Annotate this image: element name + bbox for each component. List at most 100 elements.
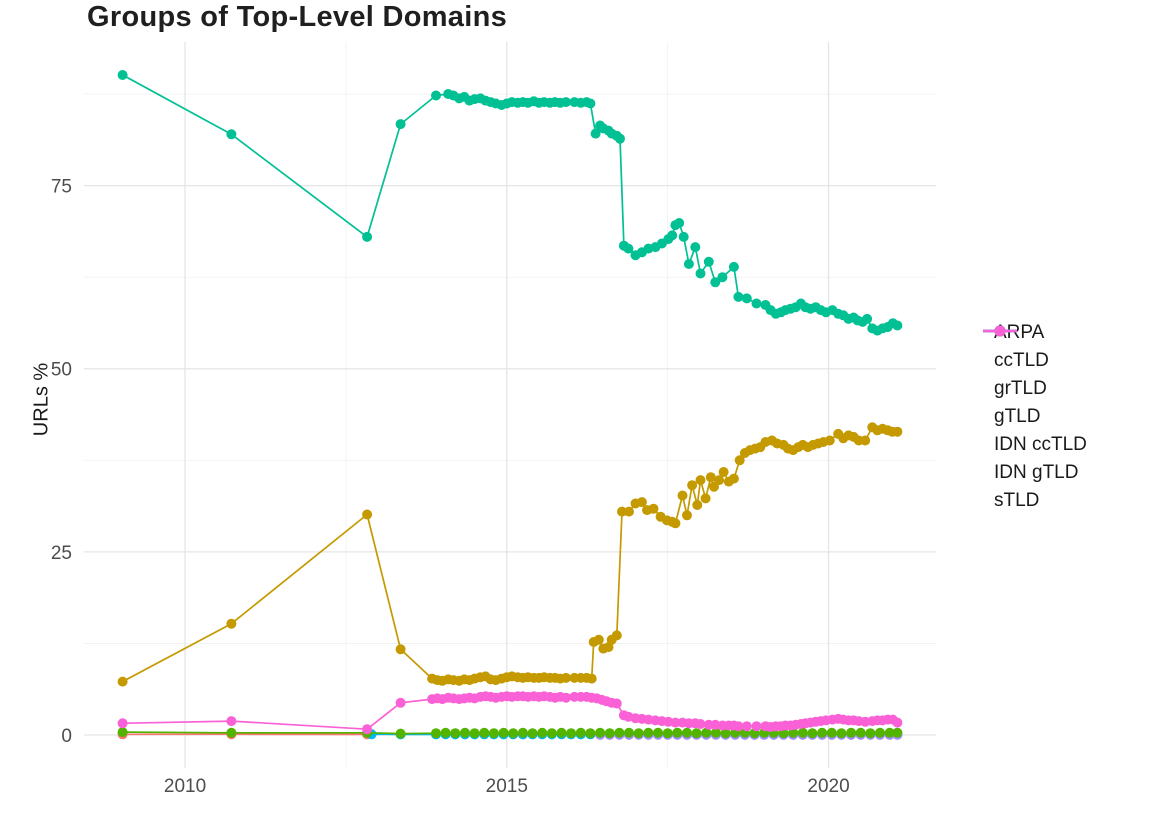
data-point-sTLD	[611, 698, 622, 709]
data-point-grTLD	[672, 727, 683, 738]
data-point-grTLD	[566, 728, 577, 739]
legend: ARPA ccTLD grTLD gTLD IDN ccTLD IDN gTLD sTLD	[982, 321, 1087, 511]
data-point-ccTLD	[705, 472, 716, 483]
legend-label: ccTLD	[994, 349, 1049, 371]
data-point-grTLD	[691, 728, 702, 739]
data-point-ccTLD	[561, 672, 571, 683]
data-point-gTLD	[892, 320, 903, 331]
data-point-grTLD	[395, 728, 406, 739]
data-point-ccTLD	[734, 455, 745, 466]
data-point-grTLD	[633, 728, 644, 739]
data-point-sTLD	[695, 719, 706, 729]
data-point-grTLD	[585, 728, 596, 739]
data-point-grTLD	[817, 727, 828, 738]
data-point-gTLD	[623, 243, 634, 254]
data-point-grTLD	[546, 728, 557, 739]
data-point-sTLD	[362, 724, 373, 735]
data-point-gTLD	[751, 298, 762, 309]
data-point-ccTLD	[695, 475, 706, 486]
data-point-sTLD	[117, 718, 128, 729]
data-point-grTLD	[479, 727, 490, 738]
data-point-sTLD	[670, 717, 681, 728]
data-point-gTLD	[733, 291, 744, 302]
data-point-gTLD	[590, 128, 601, 139]
data-point-gTLD	[226, 129, 237, 140]
data-point-grTLD	[469, 728, 480, 739]
data-point-grTLD	[836, 728, 847, 739]
data-point-ccTLD	[670, 518, 681, 529]
y-tick-label: 75	[51, 177, 72, 198]
data-point-ccTLD	[824, 435, 835, 446]
data-point-grTLD	[865, 728, 876, 739]
data-point-gTLD	[585, 98, 596, 109]
data-point-grTLD	[488, 728, 499, 739]
data-point-gTLD	[395, 119, 406, 130]
data-point-ccTLD	[395, 644, 406, 655]
data-point-grTLD	[575, 727, 586, 738]
data-point-ccTLD	[611, 630, 622, 641]
data-point-grTLD	[662, 728, 673, 739]
data-point-grTLD	[884, 727, 895, 738]
data-point-gTLD	[710, 277, 721, 288]
data-point-grTLD	[431, 728, 441, 739]
data-point-ccTLD	[648, 503, 659, 514]
data-point-sTLD	[741, 721, 752, 732]
legend-label: ARPA	[994, 321, 1045, 343]
legend-key-icon	[983, 325, 1017, 337]
data-point-grTLD	[450, 728, 461, 739]
data-point-gTLD	[561, 97, 571, 108]
data-point-ccTLD	[593, 634, 604, 645]
legend-label: sTLD	[994, 489, 1040, 511]
data-point-gTLD	[862, 313, 873, 324]
legend-item-IDN-ccTLD: IDN ccTLD	[982, 325, 1087, 455]
data-point-grTLD	[537, 727, 548, 738]
data-point-ccTLD	[677, 490, 688, 501]
data-point-grTLD	[117, 727, 128, 738]
data-point-ccTLD	[892, 426, 903, 437]
legend-item-sTLD: sTLD	[982, 325, 1087, 511]
data-point-grTLD	[826, 727, 837, 738]
data-point-grTLD	[682, 727, 692, 738]
data-point-grTLD	[846, 727, 857, 738]
data-point-gTLD	[678, 231, 689, 242]
x-tick-label: 2020	[807, 776, 849, 797]
data-point-grTLD	[527, 728, 538, 739]
x-tick-label: 2010	[164, 776, 206, 797]
data-point-ccTLD	[682, 510, 692, 521]
data-point-ccTLD	[687, 480, 698, 491]
data-point-sTLD	[395, 697, 406, 708]
data-point-grTLD	[226, 727, 237, 738]
data-point-ccTLD	[226, 618, 237, 629]
data-point-grTLD	[604, 728, 615, 739]
data-point-sTLD	[751, 721, 762, 732]
legend-label: grTLD	[994, 377, 1047, 399]
data-point-ccTLD	[714, 475, 725, 486]
legend-item-grTLD: grTLD	[982, 325, 1087, 399]
data-point-ccTLD	[624, 506, 634, 517]
legend-item-gTLD: gTLD	[982, 325, 1087, 427]
data-point-sTLD	[561, 692, 571, 703]
data-point-grTLD	[701, 727, 712, 738]
legend-item-IDN-gTLD: IDN gTLD	[982, 325, 1087, 483]
x-tick-label: 2015	[486, 776, 528, 797]
chart-title: Groups of Top-Level Domains	[87, 1, 508, 33]
y-tick-label: 50	[51, 360, 72, 381]
legend-label: gTLD	[994, 405, 1041, 427]
data-point-grTLD	[508, 728, 519, 739]
data-point-ccTLD	[617, 506, 627, 517]
data-point-gTLD	[431, 90, 441, 101]
data-point-grTLD	[517, 727, 528, 738]
legend-label: IDN gTLD	[994, 461, 1079, 483]
data-point-ccTLD	[636, 497, 647, 508]
data-point-grTLD	[875, 727, 885, 738]
data-point-ccTLD	[700, 493, 711, 504]
data-point-gTLD	[728, 261, 739, 272]
data-point-sTLD	[892, 717, 903, 728]
series-line-gTLD	[122, 74, 898, 332]
data-point-grTLD	[595, 727, 606, 738]
data-point-grTLD	[556, 727, 567, 738]
data-point-gTLD	[362, 231, 373, 242]
data-point-ccTLD	[117, 676, 128, 687]
